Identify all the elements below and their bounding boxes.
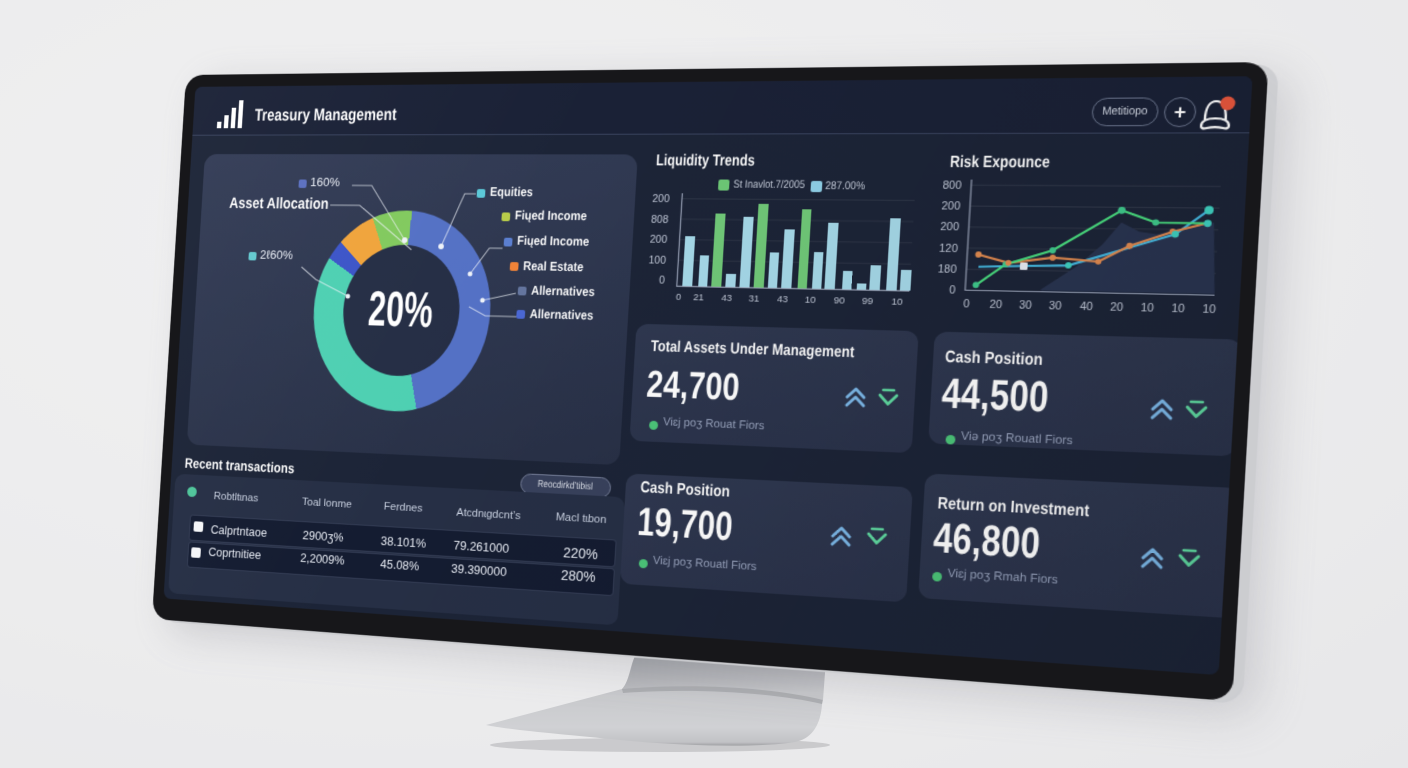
svg-text:43: 43 [777, 293, 789, 305]
svg-text:20: 20 [1110, 301, 1124, 313]
svg-text:0: 0 [676, 291, 682, 303]
svg-text:43: 43 [721, 292, 733, 304]
svg-text:20: 20 [989, 298, 1002, 310]
svg-text:0: 0 [963, 298, 970, 310]
svg-text:10: 10 [1140, 302, 1154, 314]
svg-text:30: 30 [1019, 299, 1033, 311]
svg-text:10: 10 [804, 293, 816, 305]
svg-text:0: 0 [949, 284, 956, 296]
svg-text:200: 200 [650, 234, 668, 246]
svg-text:10: 10 [891, 295, 903, 307]
svg-text:808: 808 [651, 213, 669, 225]
svg-text:200: 200 [652, 193, 670, 204]
svg-text:100: 100 [648, 254, 666, 266]
svg-text:21: 21 [693, 291, 705, 303]
svg-text:800: 800 [942, 179, 961, 191]
svg-text:200: 200 [941, 200, 960, 212]
svg-text:99: 99 [862, 295, 874, 307]
svg-text:180: 180 [938, 263, 957, 275]
svg-text:40: 40 [1079, 300, 1093, 312]
svg-text:90: 90 [833, 294, 845, 306]
svg-text:10: 10 [1171, 302, 1185, 315]
svg-text:120: 120 [939, 242, 958, 254]
svg-text:200: 200 [940, 221, 959, 233]
svg-text:30: 30 [1048, 300, 1062, 312]
svg-text:0: 0 [659, 275, 665, 286]
svg-text:10: 10 [1202, 303, 1216, 316]
svg-text:31: 31 [748, 292, 760, 304]
